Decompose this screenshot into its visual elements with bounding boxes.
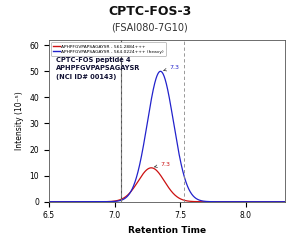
X-axis label: Retention Time: Retention Time: [128, 226, 206, 235]
Text: iMRM of
CPTC-FOS peptide 4
APHPFGVPAPSAGAYSR
(NCI ID# 00143): iMRM of CPTC-FOS peptide 4 APHPFGVPAPSAG…: [56, 48, 140, 80]
Text: (FSAI080-7G10): (FSAI080-7G10): [112, 22, 188, 32]
Text: CPTC-FOS-3: CPTC-FOS-3: [108, 5, 192, 18]
Legend: APHPFGVPAPSAGAYSR - 561.2884+++, APHPFGVPAPSAGAYSR - 564.0224+++ (heavy): APHPFGVPAPSAGAYSR - 561.2884+++, APHPFGV…: [51, 42, 166, 56]
Y-axis label: Intensity (10⁻⁵): Intensity (10⁻⁵): [15, 92, 24, 150]
Text: 7.3: 7.3: [164, 65, 180, 71]
Text: 7.3: 7.3: [154, 162, 170, 168]
